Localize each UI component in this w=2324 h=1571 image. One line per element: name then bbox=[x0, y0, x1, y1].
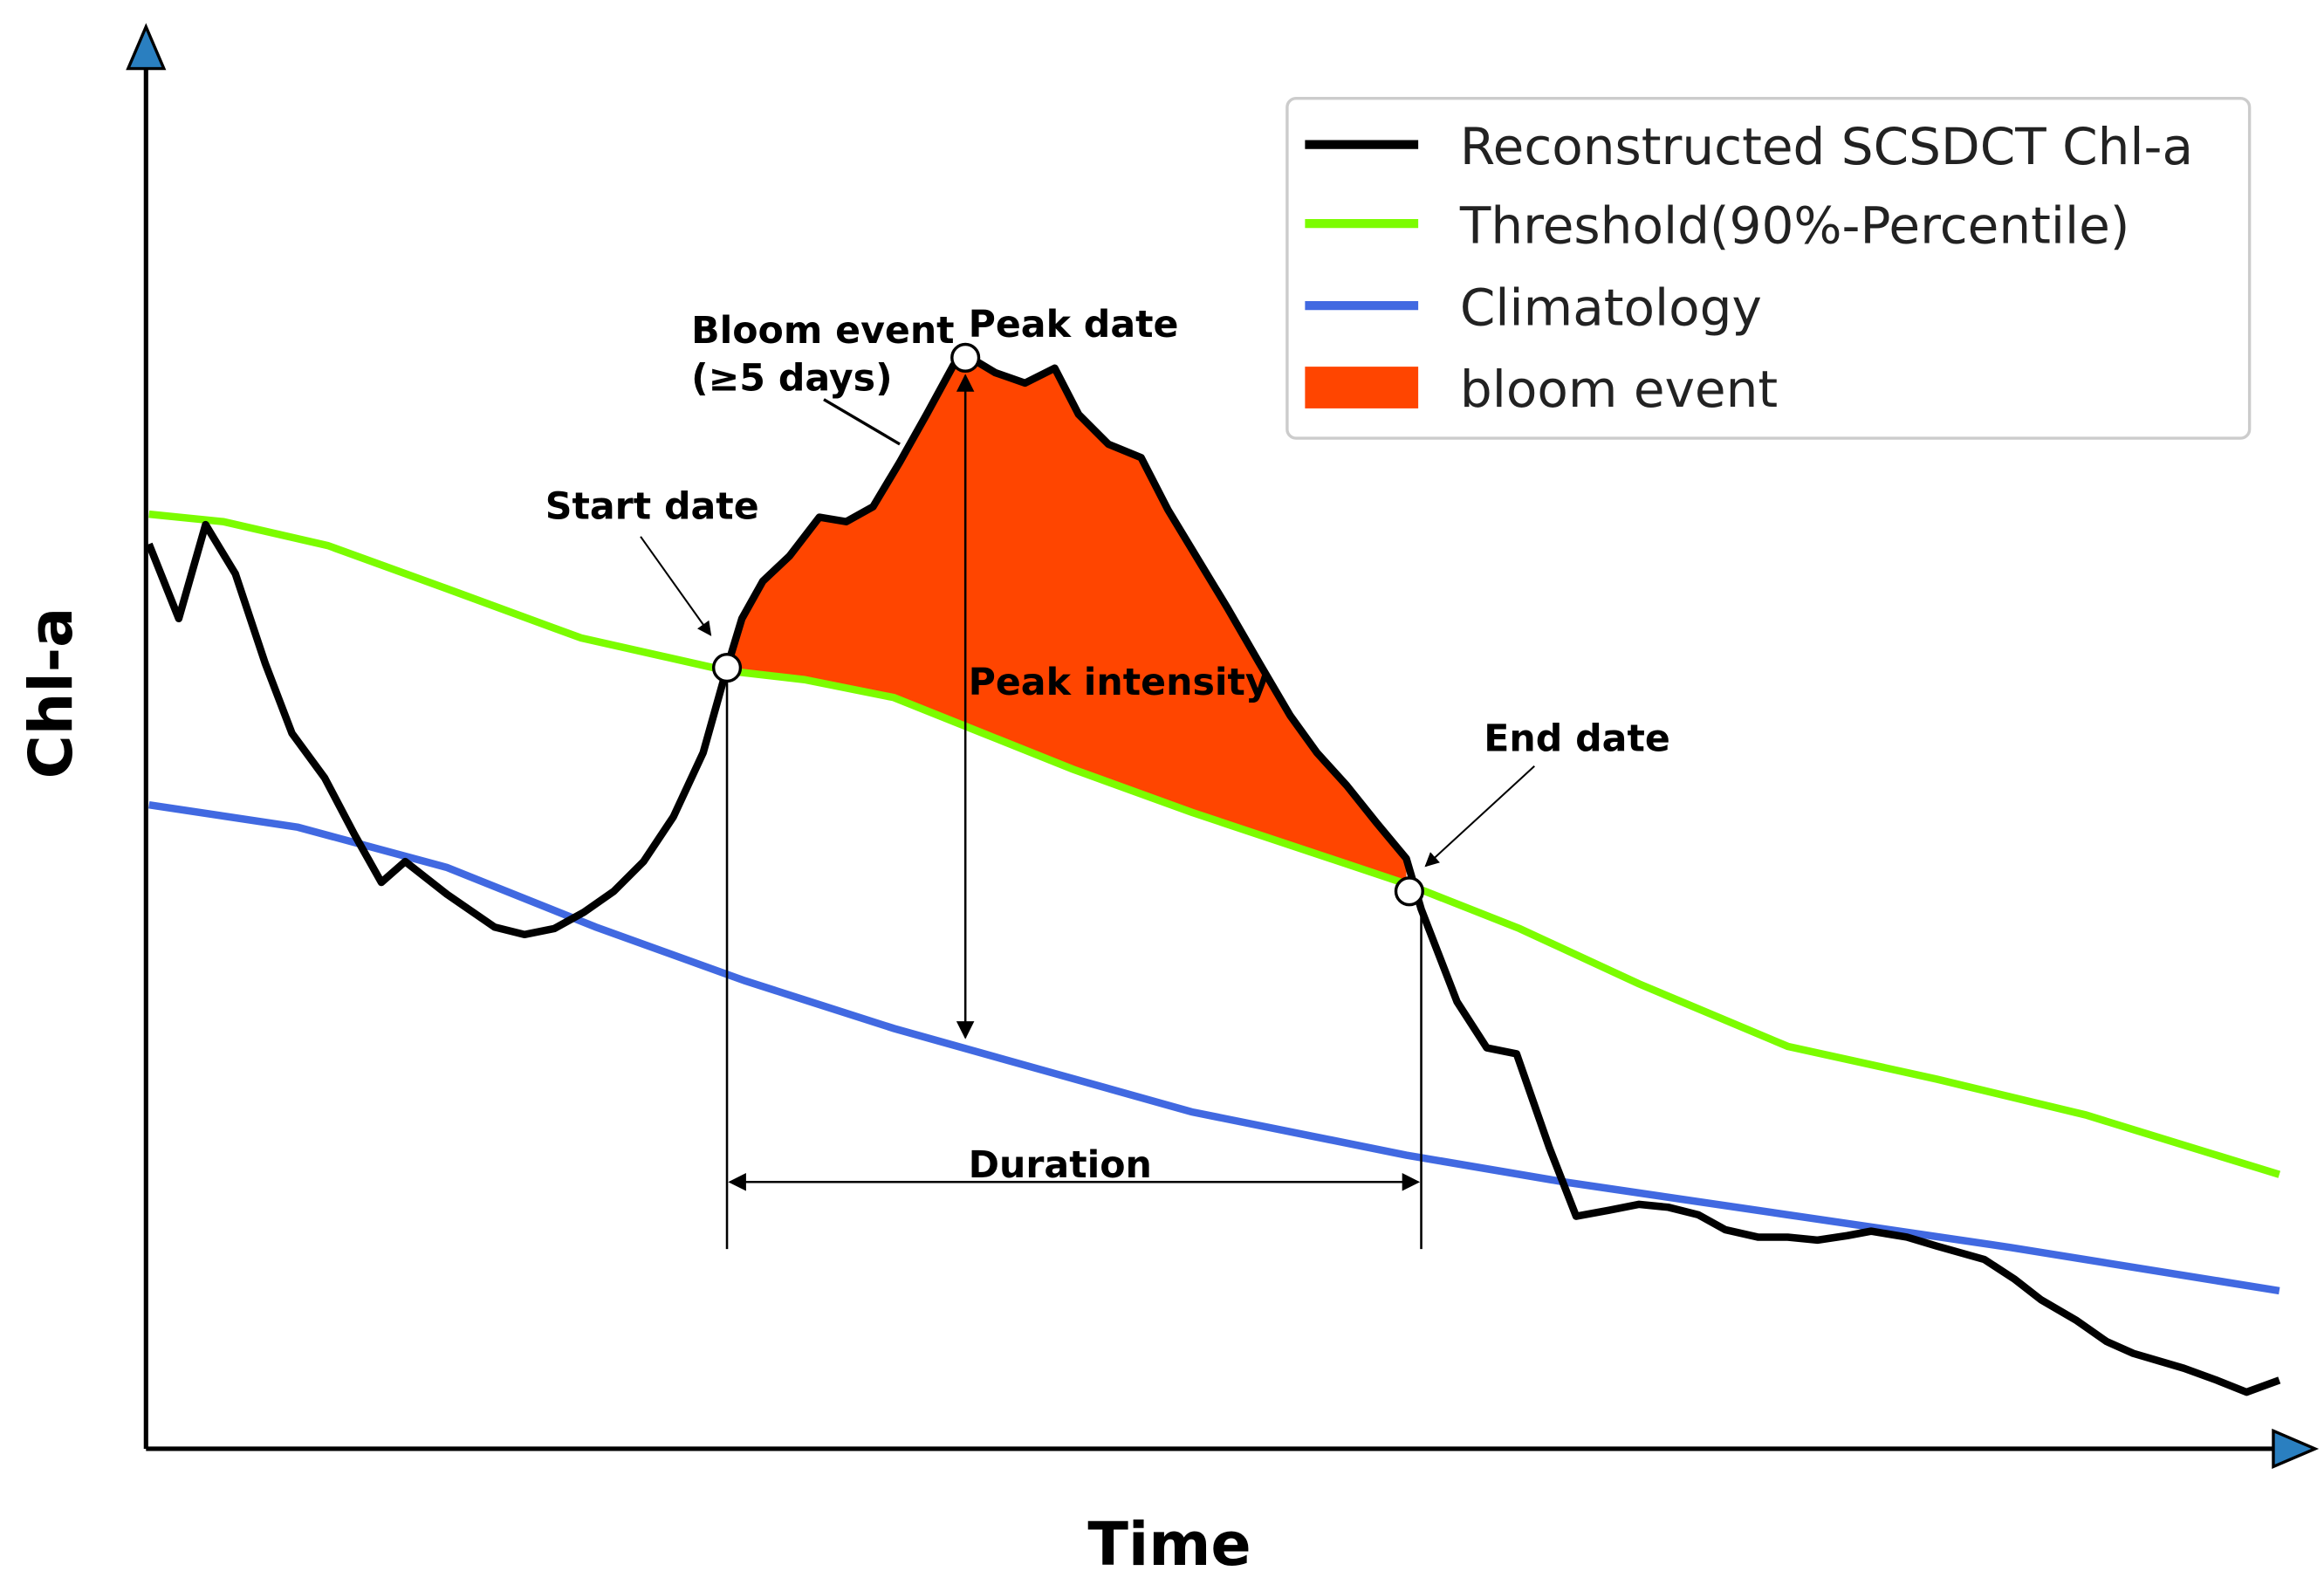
legend-label: Reconstructed SCSDCT Chl-a bbox=[1460, 117, 2193, 176]
threshold-line bbox=[148, 510, 2281, 1178]
legend-label: Threshold(90%-Percentile) bbox=[1459, 196, 2130, 255]
legend-box bbox=[1285, 97, 2252, 440]
x-axis-arrow bbox=[2272, 1428, 2320, 1470]
end-pointer bbox=[1424, 765, 1535, 868]
bloom-area bbox=[727, 354, 1407, 884]
legend-label: bloom event bbox=[1460, 360, 1778, 419]
annotation: Start date bbox=[545, 484, 759, 528]
annotation: (≥5 days) bbox=[691, 356, 893, 400]
bloom-pointer bbox=[823, 398, 901, 446]
legend-swatch bbox=[1305, 367, 1419, 408]
start-point bbox=[711, 653, 743, 683]
y-axis-title: Chl-a bbox=[17, 607, 86, 779]
end-point bbox=[1394, 876, 1424, 907]
annotation: Bloom event bbox=[691, 309, 955, 353]
annotation: Duration bbox=[969, 1143, 1152, 1187]
start-pointer bbox=[640, 536, 712, 636]
chl-a-line bbox=[145, 351, 2281, 1396]
climatology-line bbox=[148, 800, 2280, 1295]
annotation: End date bbox=[1484, 717, 1670, 761]
annotation: Peak date bbox=[969, 303, 1179, 346]
peak-point bbox=[950, 342, 981, 373]
annotation: Peak intensity bbox=[969, 661, 1270, 704]
y-axis-arrow bbox=[126, 23, 167, 71]
x-axis-title: Time bbox=[1087, 1511, 1251, 1571]
legend-label: Climatology bbox=[1460, 278, 1762, 337]
